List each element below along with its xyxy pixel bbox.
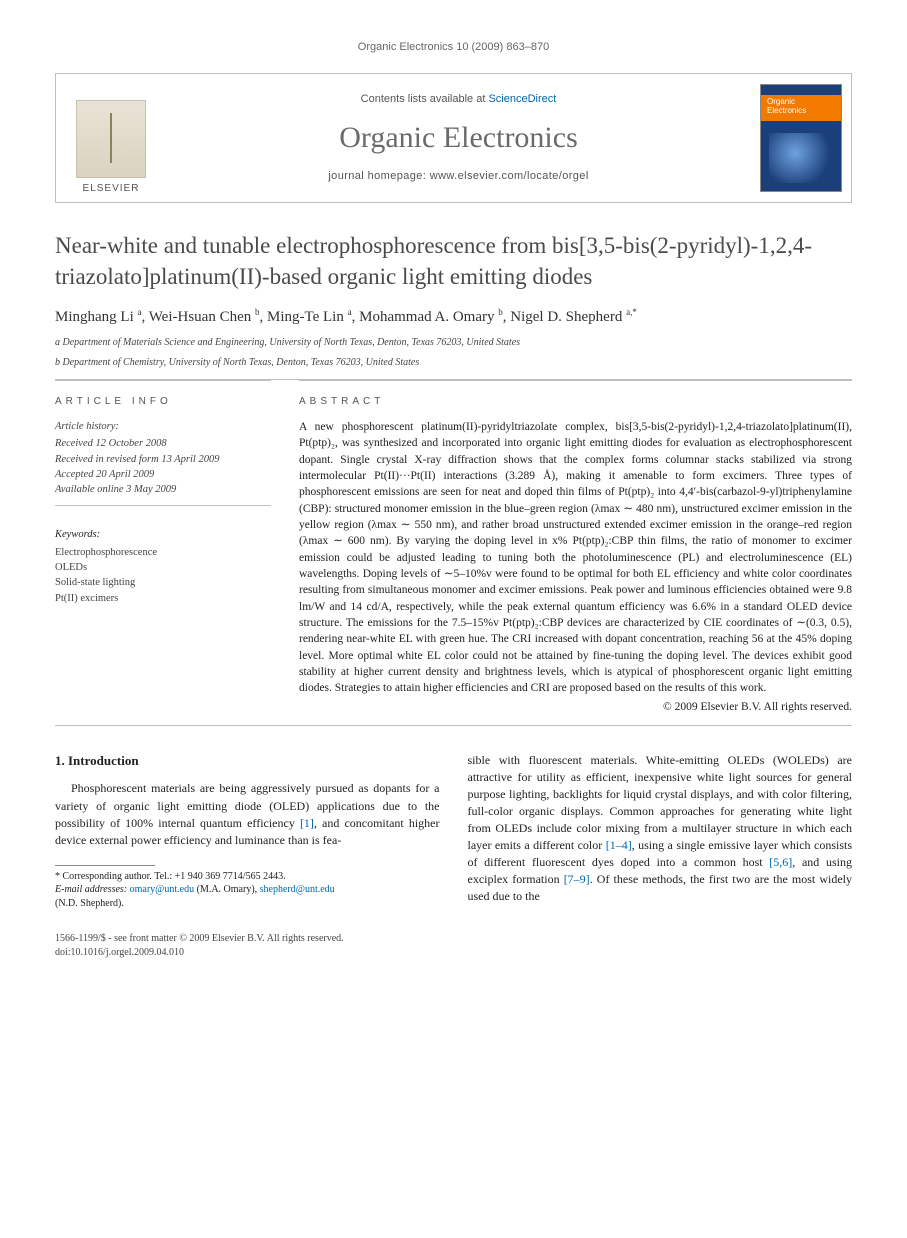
article-title: Near-white and tunable electrophosphores… bbox=[55, 231, 852, 292]
citation-link[interactable]: [5,6] bbox=[769, 855, 792, 869]
keywords-label: Keywords: bbox=[55, 528, 271, 543]
author-list: Minghang Li a, Wei-Hsuan Chen b, Ming-Te… bbox=[55, 306, 852, 328]
footer-copyright: 1566-1199/$ - see front matter © 2009 El… bbox=[55, 932, 852, 946]
email-label: E-mail addresses: bbox=[55, 884, 127, 895]
publisher-logo-block: ELSEVIER bbox=[56, 74, 166, 202]
article-info-column: ARTICLE INFO Article history: Received 1… bbox=[55, 380, 271, 715]
email-link[interactable]: omary@unt.edu bbox=[130, 884, 194, 895]
journal-name: Organic Electronics bbox=[166, 117, 751, 159]
keyword: Electrophosphorescence bbox=[55, 545, 271, 560]
history-revised: Received in revised form 13 April 2009 bbox=[55, 452, 271, 467]
footnote-rule bbox=[55, 865, 155, 866]
article-info-heading: ARTICLE INFO bbox=[55, 395, 271, 409]
abstract-heading: ABSTRACT bbox=[299, 395, 852, 409]
keyword: Solid-state lighting bbox=[55, 575, 271, 590]
history-online: Available online 3 May 2009 bbox=[55, 482, 271, 497]
email-line: E-mail addresses: omary@unt.edu (M.A. Om… bbox=[55, 883, 440, 897]
sciencedirect-link[interactable]: ScienceDirect bbox=[488, 93, 556, 105]
cover-text-2: Electronics bbox=[767, 106, 806, 115]
contents-prefix: Contents lists available at bbox=[361, 93, 489, 105]
citation-link[interactable]: [1] bbox=[300, 816, 314, 830]
homepage-url[interactable]: www.elsevier.com/locate/orgel bbox=[430, 170, 589, 182]
abstract-text: A new phosphorescent platinum(II)-pyridy… bbox=[299, 419, 852, 715]
cover-thumb-block: Organic Electronics bbox=[751, 74, 851, 202]
intro-para-1: Phosphorescent materials are being aggre… bbox=[55, 780, 440, 848]
contents-available-line: Contents lists available at ScienceDirec… bbox=[166, 92, 751, 107]
abstract-copyright: © 2009 Elsevier B.V. All rights reserved… bbox=[299, 699, 852, 715]
affiliation-a: a Department of Materials Science and En… bbox=[55, 336, 852, 350]
page-footer: 1566-1199/$ - see front matter © 2009 El… bbox=[55, 932, 852, 959]
footer-doi: doi:10.1016/j.orgel.2009.04.010 bbox=[55, 946, 852, 960]
journal-homepage-line: journal homepage: www.elsevier.com/locat… bbox=[166, 169, 751, 184]
abstract-column: ABSTRACT A new phosphorescent platinum(I… bbox=[299, 380, 852, 715]
abstract-body: A new phosphorescent platinum(II)-pyridy… bbox=[299, 421, 852, 694]
cover-text-1: Organic bbox=[767, 97, 795, 106]
citation-link[interactable]: [1–4] bbox=[606, 838, 632, 852]
footnotes-block: * Corresponding author. Tel.: +1 940 369… bbox=[55, 870, 440, 911]
publisher-name: ELSEVIER bbox=[83, 182, 140, 196]
running-head: Organic Electronics 10 (2009) 863–870 bbox=[55, 40, 852, 55]
journal-cover-thumbnail: Organic Electronics bbox=[760, 84, 842, 192]
keyword: Pt(II) excimers bbox=[55, 591, 271, 606]
section-heading-intro: 1. Introduction bbox=[55, 752, 440, 770]
history-accepted: Accepted 20 April 2009 bbox=[55, 467, 271, 482]
intro-para-2: sible with fluorescent materials. White-… bbox=[468, 752, 853, 905]
email-name: (M.A. Omary), bbox=[197, 884, 258, 895]
email-name-2: (N.D. Shepherd). bbox=[55, 897, 440, 911]
affiliation-b: b Department of Chemistry, University of… bbox=[55, 356, 852, 370]
homepage-label: journal homepage: bbox=[328, 170, 429, 182]
corresponding-author-note: * Corresponding author. Tel.: +1 940 369… bbox=[55, 870, 440, 884]
masthead-center: Contents lists available at ScienceDirec… bbox=[166, 74, 751, 202]
history-received: Received 12 October 2008 bbox=[55, 436, 271, 451]
journal-masthead: ELSEVIER Contents lists available at Sci… bbox=[55, 73, 852, 203]
keyword: OLEDs bbox=[55, 560, 271, 575]
elsevier-tree-icon bbox=[76, 100, 146, 178]
history-label: Article history: bbox=[55, 419, 271, 434]
divider bbox=[55, 725, 852, 726]
body-two-column: 1. Introduction Phosphorescent materials… bbox=[55, 752, 852, 910]
email-link[interactable]: shepherd@unt.edu bbox=[260, 884, 335, 895]
citation-link[interactable]: [7–9] bbox=[564, 872, 590, 886]
